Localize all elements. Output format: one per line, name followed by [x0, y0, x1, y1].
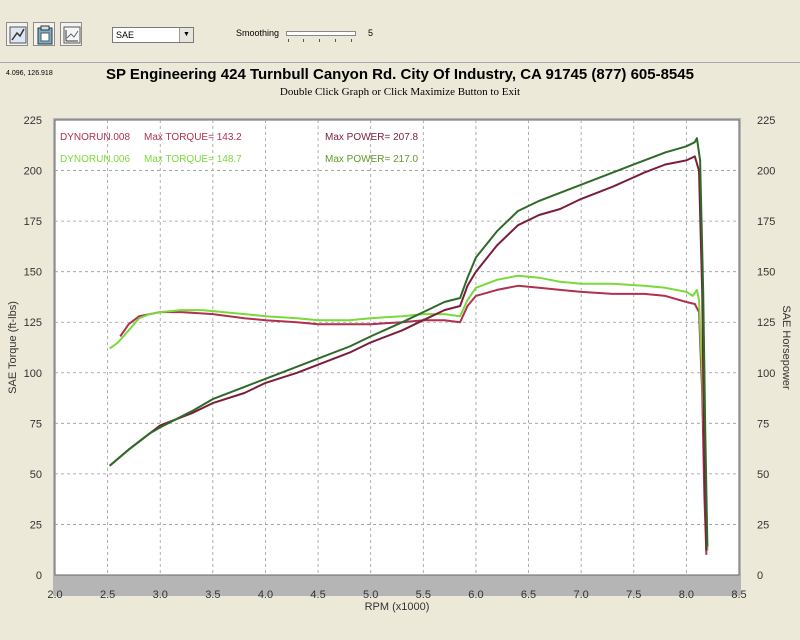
y-tick-label-right: 50	[757, 469, 769, 481]
x-tick-label: 6.5	[521, 589, 536, 601]
x-tick-label: 6.0	[468, 589, 483, 601]
smoothing-slider[interactable]	[286, 26, 356, 44]
y-tick-label-right: 0	[757, 570, 763, 582]
grid	[55, 120, 739, 575]
series-group	[109, 137, 709, 555]
series-line	[109, 137, 709, 547]
graph-settings-button[interactable]	[6, 22, 28, 46]
slider-tick	[335, 39, 336, 42]
y-tick-label-left: 150	[24, 267, 42, 279]
y-tick-label-left: 75	[30, 418, 42, 430]
slider-tick	[288, 39, 289, 42]
y-tick-label-right: 225	[757, 115, 775, 127]
x-axis-label: RPM (x1000)	[365, 601, 430, 613]
toolbar: SAE ▼ Smoothing 5	[0, 0, 800, 63]
slider-tick	[351, 39, 352, 42]
chevron-down-icon[interactable]: ▼	[179, 28, 193, 42]
x-tick-label: 3.0	[153, 589, 168, 601]
chart-options-icon	[63, 26, 81, 44]
legend: DYNORUN.008 Max TORQUE= 143.2 Max POWER= 2…	[60, 132, 419, 165]
y-tick-label-left: 200	[24, 166, 42, 178]
x-tick-label: 4.0	[258, 589, 273, 601]
x-tick-label: 3.5	[205, 589, 220, 601]
clipboard-button[interactable]	[33, 22, 55, 46]
x-tick-label: 8.5	[731, 589, 746, 601]
y-tick-label-left: 225	[24, 115, 42, 127]
x-tick-label: 7.5	[626, 589, 641, 601]
legend-max-power: Max POWER= 207.8	[325, 132, 419, 143]
legend-max-torque: Max TORQUE= 148.7	[144, 154, 242, 165]
legend-max-power: Max POWER= 217.0	[325, 154, 419, 165]
y-tick-label-right: 175	[757, 216, 775, 228]
y-tick-label-right: 125	[757, 317, 775, 329]
y-axis-label-left: SAE Torque (ft-lbs)	[7, 301, 19, 394]
slider-tick	[303, 39, 304, 42]
chart-subtitle: Double Click Graph or Click Maximize But…	[279, 86, 521, 98]
y-tick-label-left: 50	[30, 469, 42, 481]
series-line	[109, 155, 708, 551]
y-tick-label-left: 0	[36, 570, 42, 582]
plot-area	[54, 119, 740, 576]
y-tick-label-left: 100	[24, 368, 42, 380]
legend-run-name: DYNORUN.008	[60, 132, 130, 143]
x-tick-label: 8.0	[679, 589, 694, 601]
unit-select-value: SAE	[116, 30, 135, 40]
tick-labels: 2.0 2.5 3.0 3.5 4.0 4.5 5.0 5.5 6.0 6.5 7.0 7.5 8.0 8…	[24, 115, 776, 601]
cursor-coordinate-readout: 4.096, 126.918	[6, 70, 53, 77]
smoothing-value: 5	[368, 28, 374, 38]
y-tick-label-right: 100	[757, 368, 775, 380]
series-line	[109, 274, 709, 551]
y-tick-label-left: 125	[24, 317, 42, 329]
x-tick-label: 5.5	[416, 589, 431, 601]
y-axis-label-right: SAE Horsepower	[780, 305, 792, 390]
y-tick-label-right: 25	[757, 519, 769, 531]
x-tick-label: 2.0	[47, 589, 62, 601]
y-tick-label-right: 150	[757, 267, 775, 279]
legend-run-name: DYNORUN.006	[60, 154, 130, 165]
unit-select[interactable]: SAE ▼	[112, 27, 194, 43]
clipboard-icon	[37, 25, 53, 45]
x-tick-label: 2.5	[100, 589, 115, 601]
legend-max-torque: Max TORQUE= 143.2	[144, 132, 242, 143]
y-tick-label-right: 200	[757, 166, 775, 178]
chart-title: SP Engineering 424 Turnbull Canyon Rd. C…	[106, 66, 694, 83]
x-tick-label: 5.0	[363, 589, 378, 601]
slider-track	[286, 31, 356, 36]
x-tick-label: 7.0	[574, 589, 589, 601]
slider-tick	[319, 39, 320, 42]
chart-options-button[interactable]	[60, 22, 82, 46]
y-tick-label-left: 25	[30, 519, 42, 531]
series-line	[119, 284, 708, 555]
smoothing-label: Smoothing	[236, 28, 280, 38]
y-tick-label-left: 175	[24, 216, 42, 228]
graph-settings-icon	[9, 26, 27, 44]
y-tick-label-right: 75	[757, 418, 769, 430]
x-tick-label: 4.5	[310, 589, 325, 601]
